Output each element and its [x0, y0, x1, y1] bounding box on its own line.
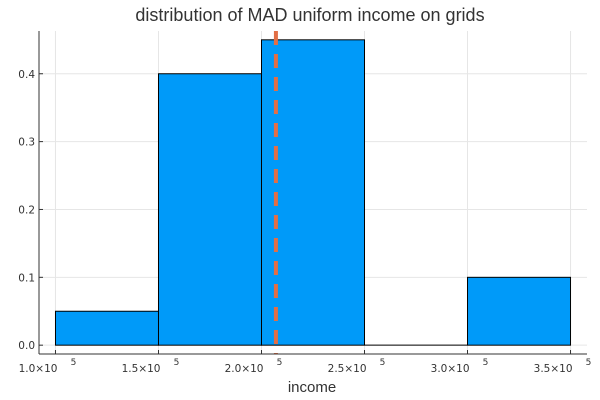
histogram-bar [467, 276, 572, 346]
y-tick-labels: 0.0 0.1 0.2 0.3 0.4 [18, 69, 35, 352]
x-tick-exponent: 5 [174, 358, 180, 368]
chart-title: distribution of MAD uniform income on gr… [135, 5, 484, 25]
axes [38, 31, 587, 355]
histogram-bar [157, 73, 262, 346]
histogram-bar [54, 310, 159, 346]
y-tick-label: 0.0 [18, 340, 35, 352]
x-tick-label: 3.0×10 [431, 363, 470, 375]
y-tick-label: 0.3 [18, 137, 35, 149]
x-tick-exponent: 5 [586, 358, 592, 368]
x-tick-label: 1.0×10 [19, 363, 58, 375]
x-tick-exponent: 5 [380, 358, 386, 368]
x-tick-label: 2.5×10 [328, 363, 367, 375]
bars [54, 39, 572, 346]
x-tick-labels: 1.0×10 5 1.5×10 5 2.0×10 5 2.5×10 5 3.0×10 5 3.5×1… [19, 358, 592, 375]
histogram-bar [260, 39, 366, 346]
x-tick-exponent: 5 [483, 358, 489, 368]
y-tick-label: 0.4 [18, 69, 35, 81]
x-tick-label: 1.5×10 [122, 363, 161, 375]
y-tick-label: 0.2 [18, 204, 35, 216]
x-tick-label: 2.0×10 [225, 363, 264, 375]
x-axis-label: income [288, 379, 336, 396]
x-tick-exponent: 5 [71, 358, 77, 368]
x-tick-exponent: 5 [277, 358, 283, 368]
y-tick-label: 0.1 [18, 272, 35, 284]
x-tick-label: 3.5×10 [534, 363, 573, 375]
